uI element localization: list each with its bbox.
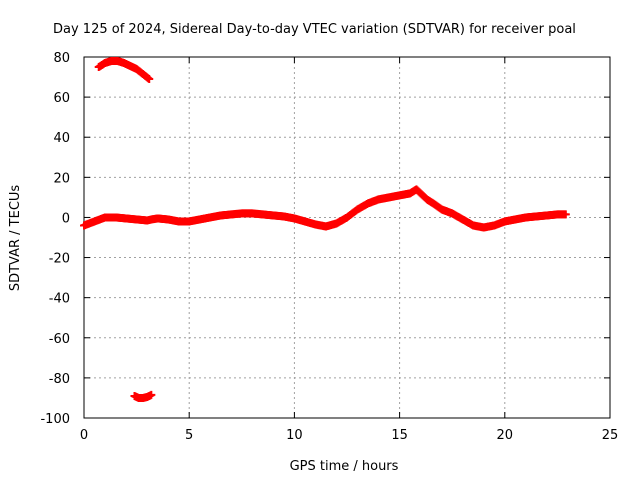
y-tick-label: 0 [62,211,70,226]
y-tick-label: 40 [53,131,70,146]
y-tick-label: -80 [49,372,70,387]
series-sdtvar-lower-arc [130,390,156,402]
data-point [147,390,156,399]
y-tick-label: 80 [53,51,70,66]
plot-frame [83,56,611,419]
y-tick-label: -60 [49,332,70,347]
data-point [561,210,570,219]
x-tick-label: 0 [80,428,88,443]
axis-ticks: 0 5 10 15 20 25 -100 -80 -60 -40 -20 0 20 40 60 80 [40,51,618,443]
x-tick-label: 25 [602,428,619,443]
series-sdtvar-main-trace [80,185,570,232]
chart-title: Day 125 of 2024, Sidereal Day-to-day VTE… [53,22,576,37]
y-tick-label: -100 [40,412,70,427]
y-tick-label: -20 [49,252,70,267]
y-tick-label: -40 [49,292,70,307]
y-tick-label: 60 [53,91,70,106]
y-axis-label: SDTVAR / TECUs [8,185,23,292]
x-tick-label: 10 [286,428,303,443]
series-sdtvar-upper-arc [94,57,154,84]
data-point [145,75,154,84]
data-series [80,57,570,402]
y-tick-label: 20 [53,171,70,186]
x-tick-label: 20 [497,428,514,443]
x-tick-label: 5 [185,428,193,443]
x-tick-label: 15 [391,428,408,443]
grid [84,57,610,418]
x-axis-label: GPS time / hours [290,459,399,474]
